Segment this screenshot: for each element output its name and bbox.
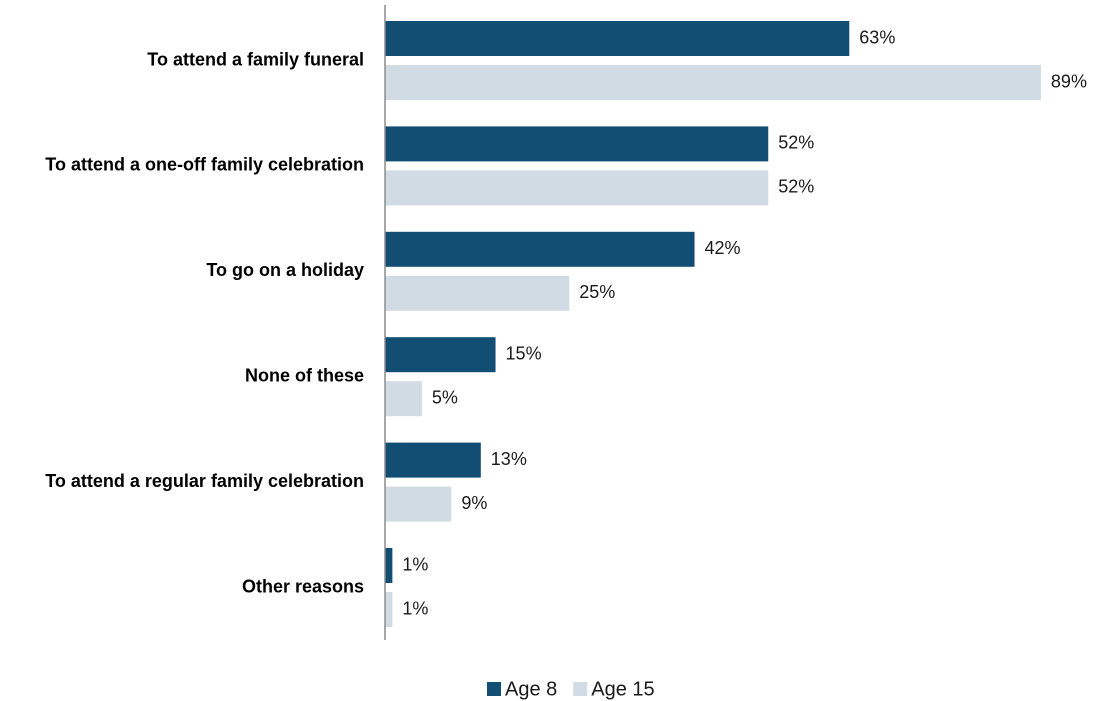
category-label-to-go-on-a-holiday: To go on a holiday	[206, 260, 364, 280]
labels-layer: To attend a family funeral 63% 89% To atten…	[45, 27, 1087, 618]
value-label-age-8-to-go-on-a-holiday: 42%	[705, 238, 741, 258]
value-label-age-15-to-attend-a-regular-family-celebration: 9%	[461, 493, 487, 513]
value-label-age-15-to-attend-a-one-off-family-celebration: 52%	[778, 177, 814, 197]
bar-age-8-to-attend-a-regular-family-celebration	[385, 442, 481, 478]
legend-label-age-15: Age 15	[591, 678, 654, 700]
category-label-other-reasons: Other reasons	[242, 576, 364, 596]
value-label-age-8-to-attend-a-one-off-family-celebration: 52%	[778, 133, 814, 153]
category-label-to-attend-a-one-off-family-celebration: To attend a one-off family celebration	[45, 155, 364, 175]
bar-age-8-to-go-on-a-holiday	[385, 231, 695, 267]
value-label-age-8-to-attend-a-regular-family-celebration: 13%	[491, 449, 527, 469]
category-label-to-attend-a-family-funeral: To attend a family funeral	[147, 49, 364, 69]
bar-age-8-none-of-these	[385, 337, 496, 373]
bar-age-8-to-attend-a-one-off-family-celebration	[385, 126, 769, 162]
category-label-to-attend-a-regular-family-celebration: To attend a regular family celebration	[45, 471, 364, 491]
category-label-none-of-these: None of these	[245, 365, 364, 385]
bar-age-15-none-of-these	[385, 381, 422, 417]
bar-age-8-other-reasons	[385, 548, 393, 583]
value-label-age-8-other-reasons: 1%	[402, 554, 428, 574]
value-label-age-15-none-of-these: 5%	[432, 387, 458, 407]
bar-age-15-to-attend-a-family-funeral	[385, 65, 1041, 100]
value-label-age-15-to-go-on-a-holiday: 25%	[579, 282, 615, 302]
value-label-age-15-to-attend-a-family-funeral: 89%	[1051, 71, 1087, 91]
legend-swatch-age-8	[487, 682, 501, 696]
bar-age-15-to-go-on-a-holiday	[385, 275, 570, 311]
bars-layer	[385, 21, 1041, 627]
legend: Age 8 Age 15	[487, 678, 655, 700]
bar-age-15-to-attend-a-regular-family-celebration	[385, 486, 452, 522]
value-label-age-8-none-of-these: 15%	[506, 343, 542, 363]
legend-label-age-8: Age 8	[505, 678, 557, 700]
value-label-age-15-other-reasons: 1%	[402, 598, 428, 618]
legend-swatch-age-15	[573, 682, 588, 696]
bar-age-15-other-reasons	[385, 592, 393, 627]
bar-age-8-to-attend-a-family-funeral	[385, 21, 850, 56]
bar-age-15-to-attend-a-one-off-family-celebration	[385, 170, 769, 206]
value-label-age-8-to-attend-a-family-funeral: 63%	[859, 27, 895, 47]
